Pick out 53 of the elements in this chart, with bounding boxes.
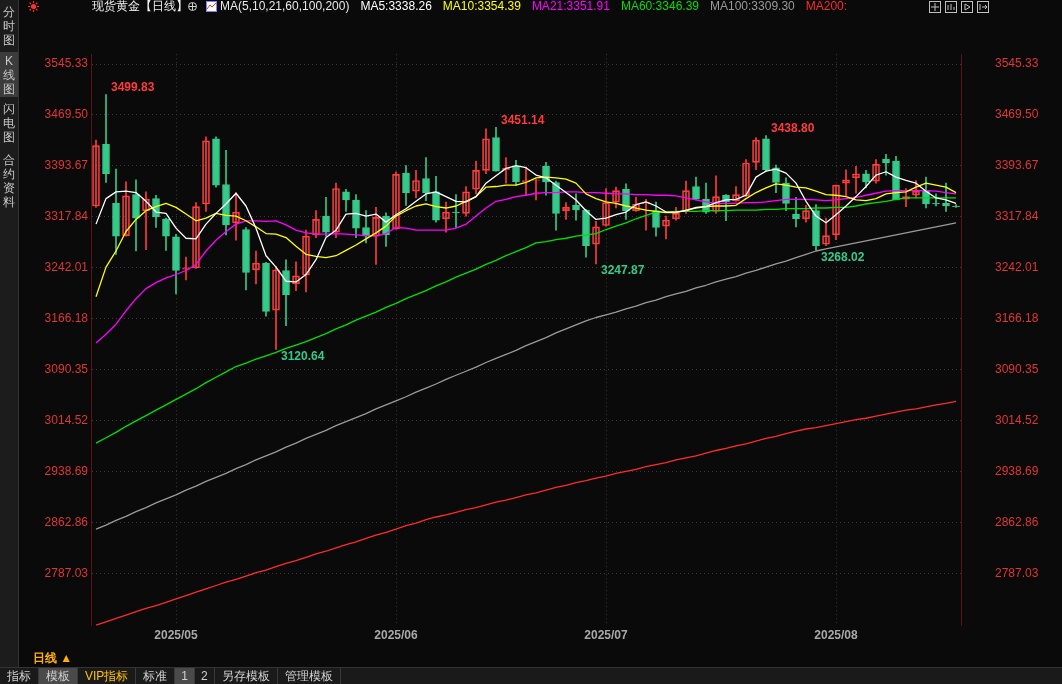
text: MA200: xyxy=(805,0,848,13)
y-tick-label: 3014.52 xyxy=(44,412,89,427)
y2-tick-label: 3166.18 xyxy=(995,311,1039,326)
y2-tick-label: 3317.84 xyxy=(995,209,1039,224)
text: K线图 xyxy=(0,53,18,96)
y-tick-label: 3166.18 xyxy=(44,311,89,326)
y2-tick-label: 3545.33 xyxy=(995,56,1039,71)
annotation: 3268.02 xyxy=(821,249,865,264)
chart-subtitle: MA(5,10,21,60,100,200) xyxy=(220,0,350,13)
annotation: 3451.14 xyxy=(501,112,545,127)
y-tick-label: 3469.50 xyxy=(44,107,89,122)
y-tick-label: 2938.69 xyxy=(44,463,89,478)
y-tick-label: 3545.33 xyxy=(44,56,89,71)
text: MA100:3309.30 xyxy=(710,0,795,13)
x-tick-label: 2025/05 xyxy=(154,628,199,643)
text: 闪电图 xyxy=(2,102,16,144)
chart-title: 现货黄金【日线】 xyxy=(92,0,188,13)
y2-tick-label: 3014.52 xyxy=(995,412,1039,427)
text: VIP指标 xyxy=(78,668,137,684)
y-tick-label: 3090.35 xyxy=(44,361,89,376)
text: 另存模板 xyxy=(214,668,278,684)
text: 分时图 xyxy=(2,4,16,47)
text: MA5:3338.26 xyxy=(360,0,432,13)
text: MA21:3351.91 xyxy=(531,0,610,13)
y2-tick-label: 2787.03 xyxy=(995,565,1039,580)
y2-tick-label: 3242.01 xyxy=(995,260,1039,275)
y2-tick-label: 3393.67 xyxy=(995,158,1039,173)
text: 合约资料 xyxy=(2,153,16,209)
y-tick-label: 2862.86 xyxy=(44,514,89,529)
annotation: 3438.80 xyxy=(771,120,815,135)
text: 指标 xyxy=(0,668,39,684)
annotation: 3499.83 xyxy=(111,79,155,94)
y2-tick-label: 3469.50 xyxy=(995,107,1039,122)
annotation: 3120.64 xyxy=(281,348,325,363)
text: 日线 ▲ xyxy=(33,651,73,665)
text: 模板 xyxy=(39,668,78,684)
x-tick-label: 2025/07 xyxy=(584,628,629,643)
x-tick-label: 2025/08 xyxy=(814,628,859,643)
annotation: 3247.87 xyxy=(601,263,645,278)
y2-tick-label: 2938.69 xyxy=(995,463,1039,478)
text: MA60:3346.39 xyxy=(620,0,699,13)
x-tick-label: 2025/06 xyxy=(374,628,419,643)
text: 2 xyxy=(195,668,215,684)
y-tick-label: 3317.84 xyxy=(44,209,89,224)
text: MA10:3354.39 xyxy=(442,0,521,13)
y-tick-label: 3393.67 xyxy=(44,158,89,173)
text: 标准 xyxy=(136,668,176,684)
y2-tick-label: 3090.35 xyxy=(995,361,1039,376)
y-tick-label: 3242.01 xyxy=(44,260,89,275)
text: 1 xyxy=(175,668,196,684)
text: 管理模板 xyxy=(277,668,341,684)
y2-tick-label: 2862.86 xyxy=(995,514,1039,529)
y-tick-label: 2787.03 xyxy=(44,565,89,580)
